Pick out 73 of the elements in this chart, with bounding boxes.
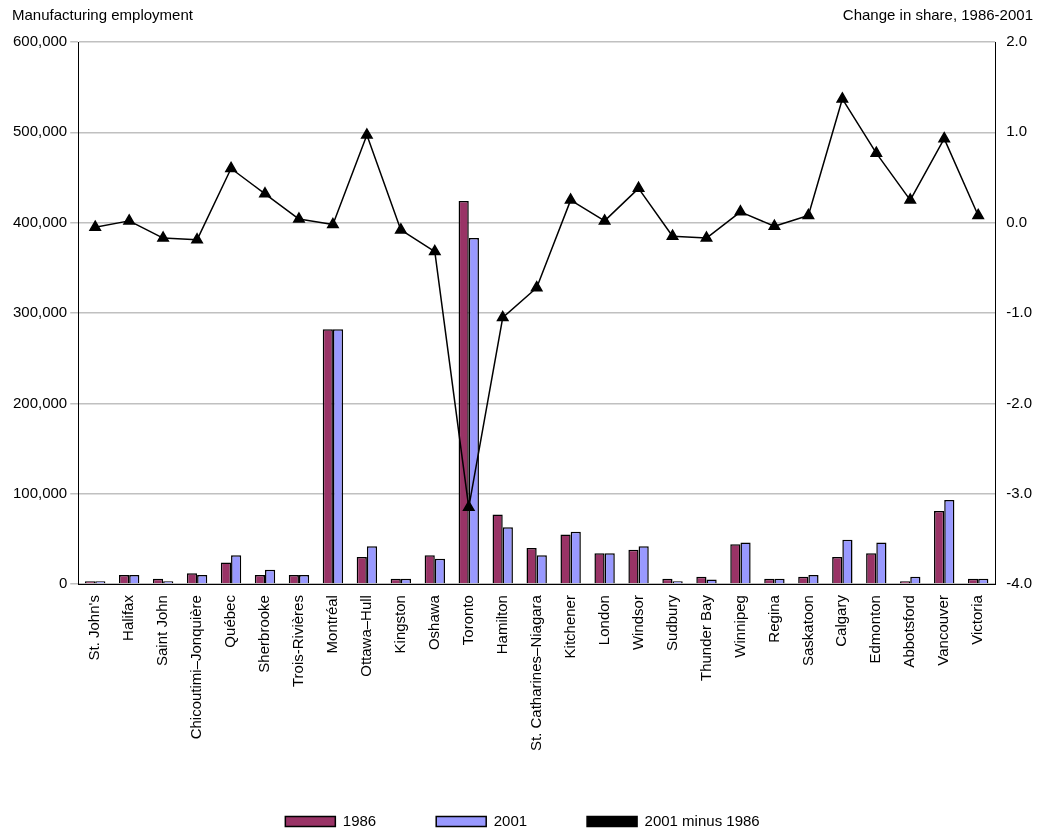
x-tick-label: Vancouver [934,595,952,666]
y-tick-label: 500,000 [12,122,68,140]
point [225,161,237,173]
x-tick-label: Saint John [153,595,171,666]
point [293,212,305,223]
y2-tick-label: -2.0 [1006,393,1033,411]
y-tick-label: 100,000 [12,483,68,501]
x-tick-label: Thunder Bay [696,594,714,681]
x-tick-label: Québec [221,594,239,648]
point [360,128,373,139]
point [496,310,509,322]
y2-tick-label: -3.0 [1006,483,1033,501]
y-tick-label: 400,000 [12,212,68,230]
point [598,214,611,225]
x-tick-label: Abbotsford [900,595,918,668]
x-tick-label: St. Catharines–Niagara [526,594,544,751]
point [530,280,543,292]
x-tick-label: Sherbrooke [255,595,273,673]
point [632,181,645,193]
y-axis-title: Manufacturing employment [12,6,193,25]
x-tick-label: Winnipeg [730,595,748,658]
point [938,131,951,143]
y2-tick-label: -1.0 [1006,303,1033,321]
x-tick-label: Ottawa–Hull [357,595,375,677]
point [972,208,985,220]
point [394,223,407,234]
y-tick-label: 300,000 [12,303,68,321]
point [734,205,747,216]
x-tick-label: Oshawa [424,594,442,651]
x-tick-label: Trois-Rivières [289,595,307,688]
point [326,217,339,229]
point [802,208,815,220]
point [904,193,917,204]
y2-tick-label: 0.0 [1006,212,1028,230]
point [836,92,849,103]
legend-label: 2001 [493,811,528,829]
point [191,233,204,244]
point [666,229,679,240]
x-tick-label: Toronto [458,595,476,646]
point [768,219,781,231]
x-tick-label: Montréal [323,595,341,654]
point [259,187,271,198]
x-tick-label: Hamilton [492,595,510,655]
point [123,214,136,225]
point [870,146,883,157]
legend-label: 2001 minus 1986 [644,811,760,829]
point [89,220,102,231]
x-tick-label: Kingston [390,595,408,654]
x-tick-label: Saskatoon [798,595,816,666]
x-tick-label: Kitchener [560,595,578,659]
x-tick-label: Halifax [119,594,137,641]
x-tick-label: St. John's [85,595,103,661]
x-tick-label: London [594,595,612,646]
y-tick-label: 200,000 [12,393,68,411]
x-tick-label: Edmonton [866,595,884,664]
x-tick-label: Sudbury [662,594,680,651]
y2-tick-label: 2.0 [1006,32,1028,50]
x-tick-label: Windsor [628,595,646,651]
y-tick-label: 600,000 [12,32,68,50]
point [428,244,441,256]
x-tick-label: Victoria [968,594,986,645]
y2-axis-title: Change in share, 1986-2001 [842,6,1033,25]
y2-tick-label: 1.0 [1006,122,1028,140]
point [564,193,577,204]
y2-tick-label: -4.0 [1006,574,1033,592]
y-tick-label: 0 [58,574,68,592]
point [462,500,475,512]
legend-label: 1986 [342,811,377,829]
x-tick-label: Calgary [832,594,850,647]
point [157,231,170,242]
x-tick-label: Chicoutimi–Jonquière [187,595,205,740]
point [700,231,713,242]
x-tick-label: Regina [764,594,782,643]
